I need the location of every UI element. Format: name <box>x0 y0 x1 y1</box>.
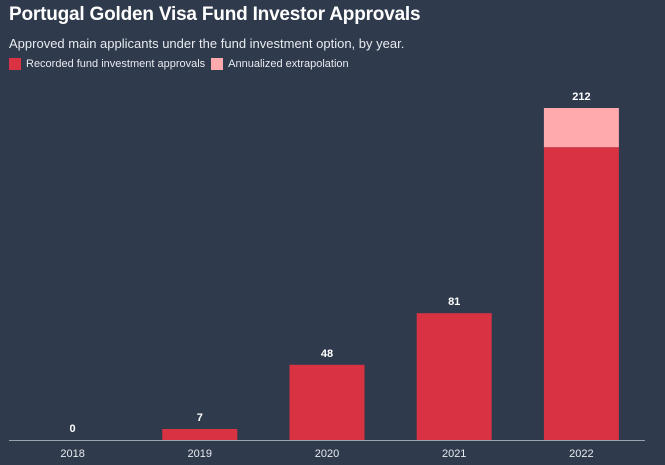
x-tick-label-2020: 2020 <box>315 448 339 460</box>
legend-item-recorded[interactable]: Recorded fund investment approvals <box>9 58 205 70</box>
chart-title: Portugal Golden Visa Fund Investor Appro… <box>9 4 421 25</box>
bar-2020-recorded[interactable] <box>289 364 365 440</box>
bar-2022-extrapolation[interactable] <box>543 108 619 148</box>
bar-2022-recorded[interactable] <box>543 147 619 440</box>
bar-2019-recorded[interactable] <box>162 429 238 440</box>
data-label-2020: 48 <box>321 348 333 360</box>
x-tick-label-2022: 2022 <box>569 448 593 460</box>
data-label-2022: 212 <box>572 91 590 103</box>
chart-subtitle: Approved main applicants under the fund … <box>9 36 405 51</box>
legend: Recorded fund investment approvals Annua… <box>9 58 355 70</box>
bar-2021-recorded[interactable] <box>416 313 492 440</box>
data-label-2019: 7 <box>197 412 203 424</box>
legend-swatch-extrapolation <box>211 58 224 70</box>
x-tick-label-2018: 2018 <box>60 448 84 460</box>
data-label-2021: 81 <box>448 296 460 308</box>
legend-swatch-recorded <box>9 58 21 70</box>
legend-label-recorded: Recorded fund investment approvals <box>26 58 206 70</box>
legend-item-extrapolation[interactable]: Annualized extrapolation <box>211 58 349 70</box>
data-label-2018: 0 <box>70 423 76 435</box>
x-tick-label-2019: 2019 <box>188 448 212 460</box>
legend-label-extrapolation: Annualized extrapolation <box>228 58 349 70</box>
x-tick-label-2021: 2021 <box>442 448 466 460</box>
